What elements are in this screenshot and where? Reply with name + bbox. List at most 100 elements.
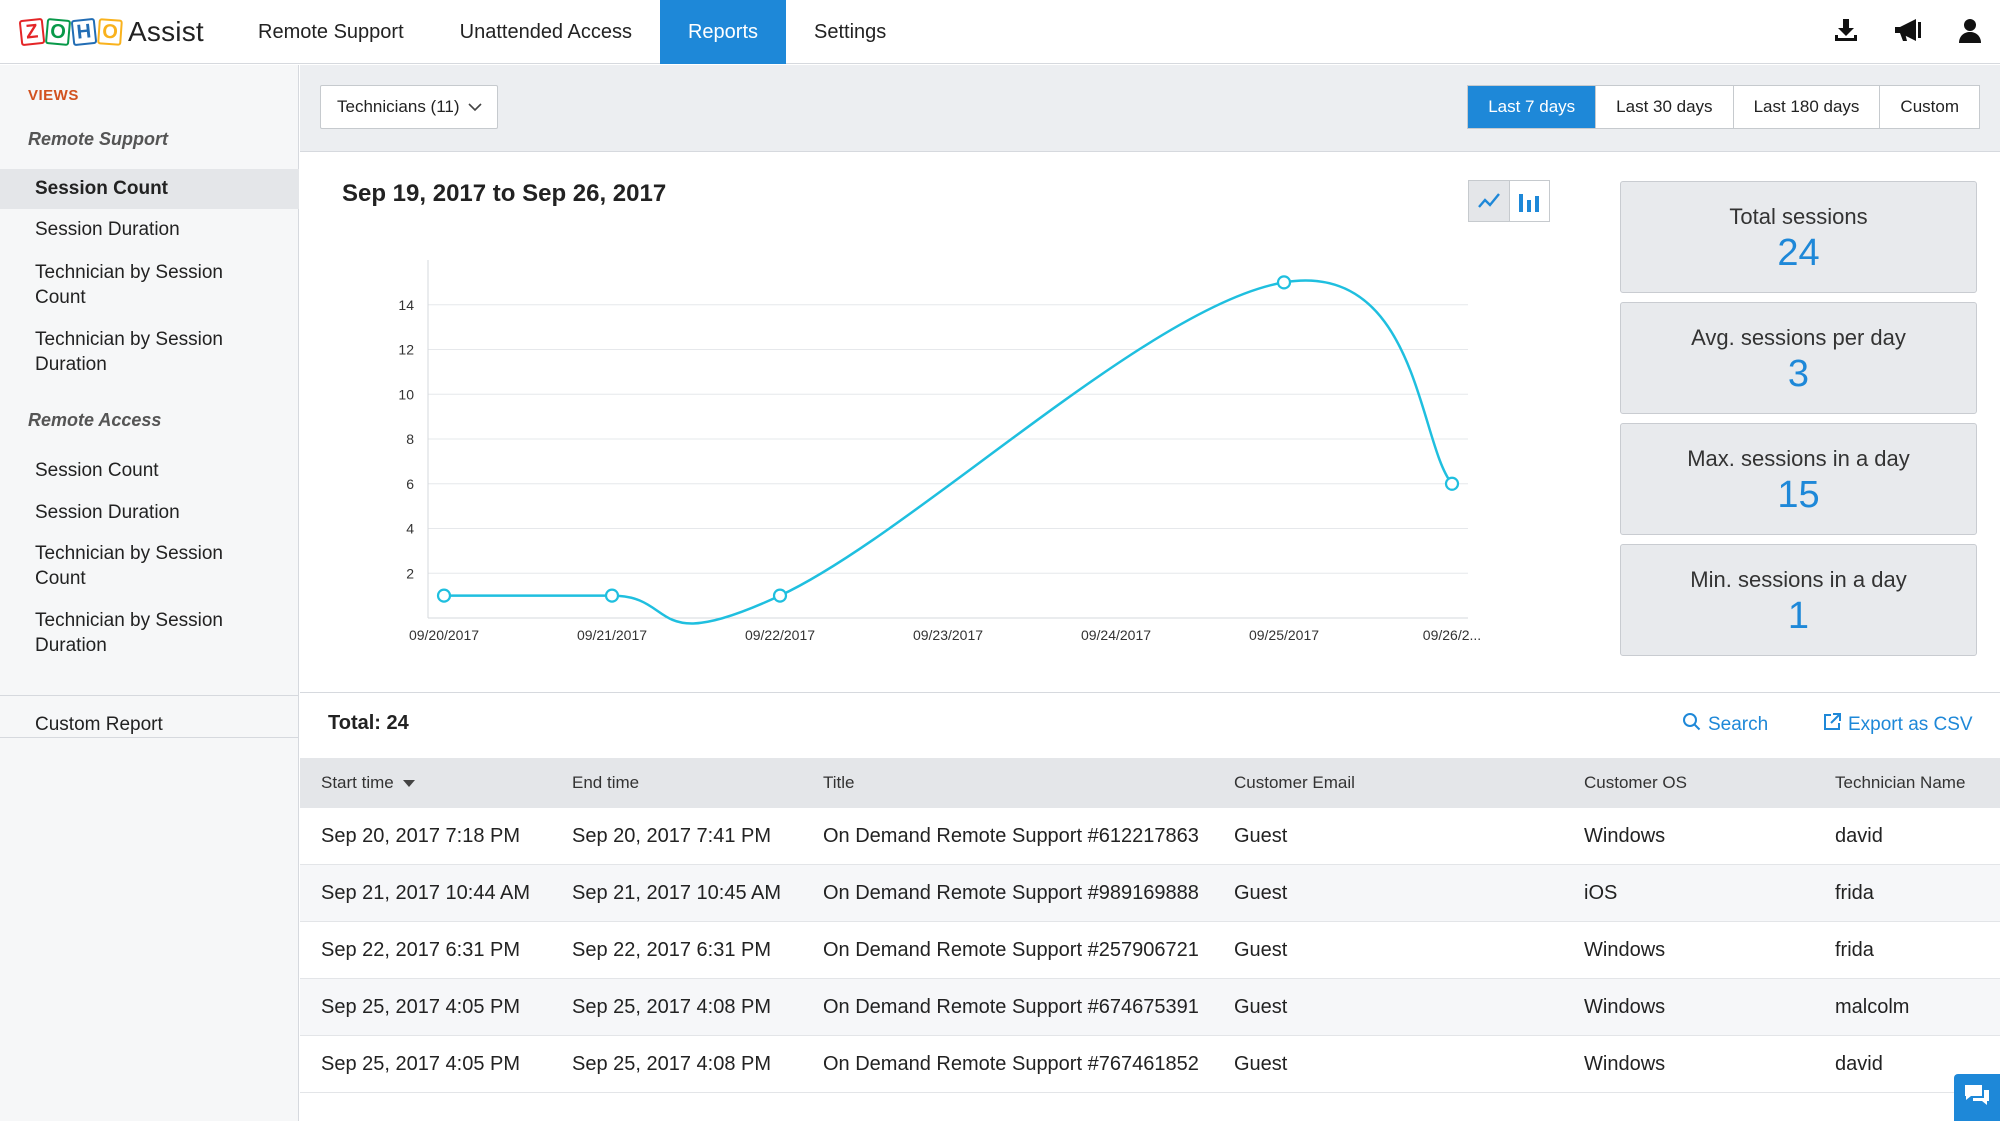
- cell-customer-email: Guest: [1234, 824, 1288, 847]
- cell-end-time: Sep 25, 2017 4:08 PM: [572, 995, 772, 1018]
- column-header-end-time[interactable]: End time: [572, 773, 640, 792]
- cell-technician-name: frida: [1835, 938, 1874, 961]
- cell-title: On Demand Remote Support #674675391: [823, 995, 1199, 1018]
- column-header-customer-os[interactable]: Customer OS: [1584, 773, 1687, 792]
- date-range-title: Sep 19, 2017 to Sep 26, 2017: [342, 180, 667, 207]
- nav-settings[interactable]: Settings: [814, 20, 887, 43]
- cell-customer-os: Windows: [1584, 1052, 1666, 1075]
- external-link-icon: [1822, 712, 1842, 738]
- data-point: [604, 588, 620, 603]
- cell-title: On Demand Remote Support #989169888: [823, 881, 1199, 904]
- column-header-customer-email[interactable]: Customer Email: [1234, 773, 1355, 792]
- logo-text: Assist: [128, 16, 204, 47]
- cell-customer-os: Windows: [1584, 995, 1666, 1018]
- stat-label: Min. sessions in a day: [1690, 567, 1907, 592]
- session-count-chart: 2 4 6 8 10 12 14 09/20/2017 09/21/2017 09/22/2017…: [398, 260, 1481, 643]
- cell-customer-email: Guest: [1234, 995, 1288, 1018]
- sidebar-item-ra-technician-count[interactable]: Technician by Session Count: [35, 543, 223, 589]
- stat-label: Avg. sessions per day: [1691, 325, 1906, 350]
- range-last-180-days[interactable]: Last 180 days: [1732, 86, 1880, 128]
- cell-technician-name: david: [1835, 824, 1883, 847]
- cell-technician-name: frida: [1835, 881, 1874, 904]
- cell-start-time: Sep 21, 2017 10:44 AM: [321, 881, 531, 904]
- total-count: Total: 24: [328, 712, 409, 734]
- cell-technician-name: david: [1835, 1052, 1883, 1075]
- cell-customer-email: Guest: [1234, 881, 1288, 904]
- cell-title: On Demand Remote Support #612217863: [823, 824, 1199, 847]
- search-button[interactable]: Search: [1682, 712, 1768, 738]
- export-label: Export as CSV: [1848, 714, 1973, 735]
- zoho-assist-logo[interactable]: Z O H O Assist: [18, 12, 204, 52]
- sidebar: VIEWS Remote Support Session Count Sessi…: [0, 65, 299, 1121]
- range-last-30-days[interactable]: Last 30 days: [1595, 86, 1732, 128]
- sidebar-item-rs-technician-duration[interactable]: Technician by Session Duration: [35, 329, 223, 375]
- cell-start-time: Sep 25, 2017 4:05 PM: [321, 995, 521, 1018]
- nav-unattended-access[interactable]: Unattended Access: [459, 20, 632, 43]
- range-custom[interactable]: Custom: [1879, 86, 1979, 128]
- cell-customer-os: Windows: [1584, 938, 1666, 961]
- sidebar-divider: [0, 695, 299, 696]
- column-header-title[interactable]: Title: [823, 773, 855, 792]
- x-tick-label: 09/25/2017: [1249, 627, 1319, 643]
- logo-tile-h: H: [70, 17, 98, 47]
- sidebar-item-ra-session-duration[interactable]: Session Duration: [35, 502, 180, 523]
- bar-chart-icon[interactable]: [1510, 181, 1550, 221]
- stat-card-total-sessions: Total sessions 24: [1620, 181, 1977, 293]
- sidebar-item-rs-session-duration[interactable]: Session Duration: [35, 219, 180, 240]
- section-remote-access: Remote Access: [28, 410, 162, 430]
- table-row[interactable]: Sep 20, 2017 7:18 PM Sep 20, 2017 7:41 P…: [300, 808, 2000, 865]
- announcement-icon[interactable]: [1892, 14, 1924, 46]
- sidebar-item-rs-session-count[interactable]: Session Count: [0, 169, 299, 209]
- cell-customer-os: Windows: [1584, 824, 1666, 847]
- cell-title: On Demand Remote Support #257906721: [823, 938, 1199, 961]
- stat-value: 3: [1787, 353, 1810, 395]
- sidebar-item-ra-session-count[interactable]: Session Count: [35, 460, 159, 481]
- search-label: Search: [1708, 714, 1769, 735]
- column-header-start-time[interactable]: Start time: [321, 773, 416, 793]
- nav-reports[interactable]: Reports: [659, 0, 787, 64]
- chart-type-toggle: [1468, 180, 1550, 222]
- cell-customer-email: Guest: [1234, 1052, 1288, 1075]
- sidebar-item-rs-technician-count[interactable]: Technician by Session Count: [35, 262, 223, 308]
- logo-tile-o: O: [44, 18, 72, 46]
- cell-end-time: Sep 25, 2017 4:08 PM: [572, 1052, 772, 1075]
- stat-card-avg-sessions: Avg. sessions per day 3: [1620, 302, 1977, 414]
- stat-value: 1: [1787, 595, 1810, 637]
- download-icon[interactable]: [1830, 14, 1862, 46]
- user-icon[interactable]: [1954, 14, 1986, 46]
- cell-end-time: Sep 22, 2017 6:31 PM: [572, 938, 772, 961]
- column-label: Start time: [321, 773, 394, 792]
- stat-value: 15: [1777, 474, 1820, 516]
- table-row[interactable]: Sep 21, 2017 10:44 AM Sep 21, 2017 10:45…: [300, 865, 2000, 922]
- chat-button[interactable]: [1954, 1074, 2000, 1121]
- sidebar-item-ra-technician-duration[interactable]: Technician by Session Duration: [35, 610, 223, 656]
- column-header-technician-name[interactable]: Technician Name: [1835, 773, 1966, 792]
- table-row[interactable]: Sep 25, 2017 4:05 PM Sep 25, 2017 4:08 P…: [300, 979, 2000, 1036]
- nav-remote-support[interactable]: Remote Support: [258, 20, 404, 43]
- table-header: Start time End time Title Customer Email…: [300, 758, 2000, 808]
- x-tick-label: 09/24/2017: [1081, 627, 1151, 643]
- filter-bar: Technicians (11) Last 7 days Last 30 day…: [300, 65, 2000, 152]
- sort-desc-icon: [402, 773, 416, 793]
- range-last-7-days[interactable]: Last 7 days: [1468, 86, 1596, 128]
- sidebar-divider: [0, 737, 299, 738]
- line-chart-icon[interactable]: [1469, 181, 1510, 221]
- technicians-dropdown[interactable]: Technicians (11): [320, 85, 498, 129]
- data-point: [1444, 476, 1460, 491]
- stat-card-max-sessions: Max. sessions in a day 15: [1620, 423, 1977, 535]
- export-csv-button[interactable]: Export as CSV: [1822, 712, 1973, 738]
- cell-start-time: Sep 25, 2017 4:05 PM: [321, 1052, 521, 1075]
- top-bar: Z O H O Assist Remote Support Unattended…: [0, 0, 2000, 64]
- table-row[interactable]: Sep 22, 2017 6:31 PM Sep 22, 2017 6:31 P…: [300, 922, 2000, 979]
- x-tick-label: 09/23/2017: [913, 627, 983, 643]
- sidebar-item-custom-report[interactable]: Custom Report: [35, 714, 163, 735]
- table-row[interactable]: Sep 25, 2017 4:05 PM Sep 25, 2017 4:08 P…: [300, 1036, 2000, 1093]
- stat-card-min-sessions: Min. sessions in a day 1: [1620, 544, 1977, 656]
- views-label: VIEWS: [28, 87, 79, 104]
- cell-technician-name: malcolm: [1835, 995, 1910, 1018]
- search-icon: [1682, 712, 1702, 738]
- cell-title: On Demand Remote Support #767461852: [823, 1052, 1199, 1075]
- date-range-group: Last 7 days Last 30 days Last 180 days C…: [1467, 85, 1980, 129]
- y-tick-label: 10: [398, 386, 414, 402]
- x-tick-label: 09/21/2017: [577, 627, 647, 643]
